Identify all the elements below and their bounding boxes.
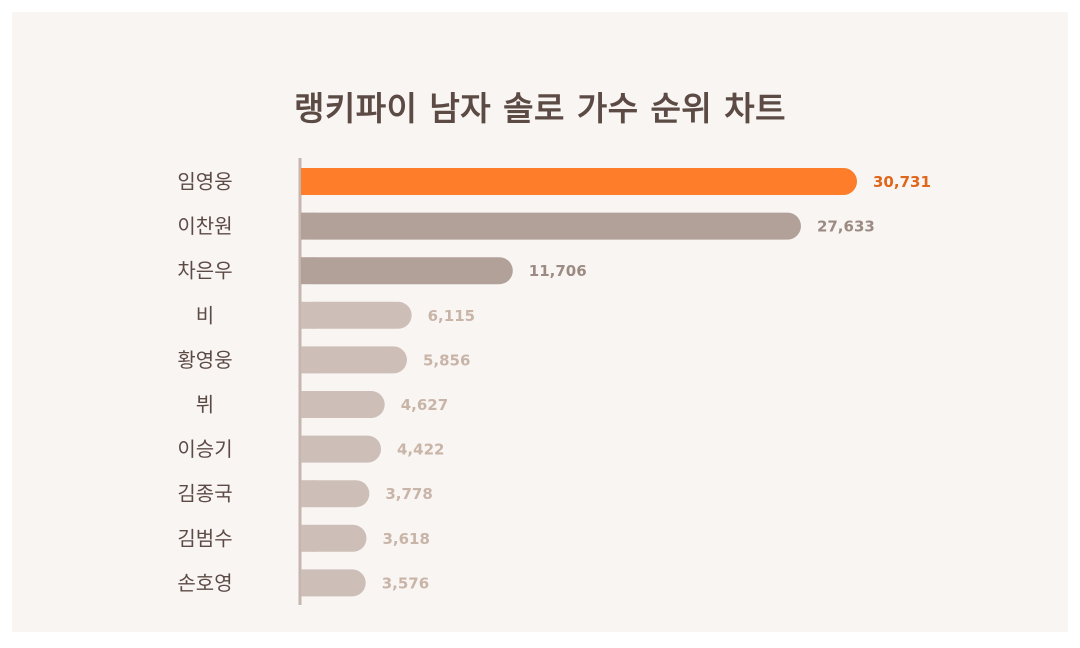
- value-label: 5,856: [423, 351, 470, 369]
- value-label: 3,618: [382, 530, 429, 548]
- bar-base: [301, 301, 315, 329]
- bar-base: [301, 212, 315, 240]
- category-label: 비: [196, 303, 214, 327]
- chart-title: 랭키파이 남자 솔로 가수 순위 차트: [294, 89, 786, 128]
- bar: [301, 346, 407, 374]
- category-label: 김범수: [177, 526, 232, 550]
- category-label: 차은우: [177, 259, 232, 283]
- bar-base: [301, 346, 315, 374]
- bar: [301, 391, 385, 418]
- category-label: 김종국: [177, 482, 232, 506]
- bar: [301, 257, 513, 285]
- category-label: 황영웅: [177, 348, 232, 372]
- bar-base: [301, 569, 315, 597]
- category-label: 이찬원: [177, 214, 232, 238]
- category-label: 이승기: [177, 437, 232, 461]
- bar-base: [301, 435, 315, 463]
- bar: [301, 168, 857, 195]
- bar: [301, 435, 382, 463]
- bar-base: [301, 168, 315, 195]
- value-label: 6,115: [428, 307, 475, 325]
- category-label: 뷔: [196, 393, 214, 417]
- value-label: 27,633: [817, 218, 875, 236]
- value-label: 30,731: [873, 173, 931, 191]
- bar: [301, 569, 366, 597]
- bar: [301, 480, 370, 508]
- value-label: 3,778: [385, 485, 432, 503]
- bar-base: [301, 524, 315, 552]
- bar: [301, 212, 801, 240]
- value-label: 4,422: [397, 441, 444, 459]
- chart-card: [12, 12, 1068, 632]
- category-label: 임영웅: [177, 170, 232, 194]
- bar: [301, 524, 367, 552]
- value-label: 3,576: [382, 574, 429, 592]
- bar-base: [301, 391, 315, 418]
- category-label: 손호영: [177, 571, 232, 595]
- bar-base: [301, 257, 315, 285]
- value-label: 11,706: [529, 262, 587, 280]
- value-label: 4,627: [401, 396, 448, 414]
- bar: [301, 301, 412, 329]
- bar-base: [301, 480, 315, 508]
